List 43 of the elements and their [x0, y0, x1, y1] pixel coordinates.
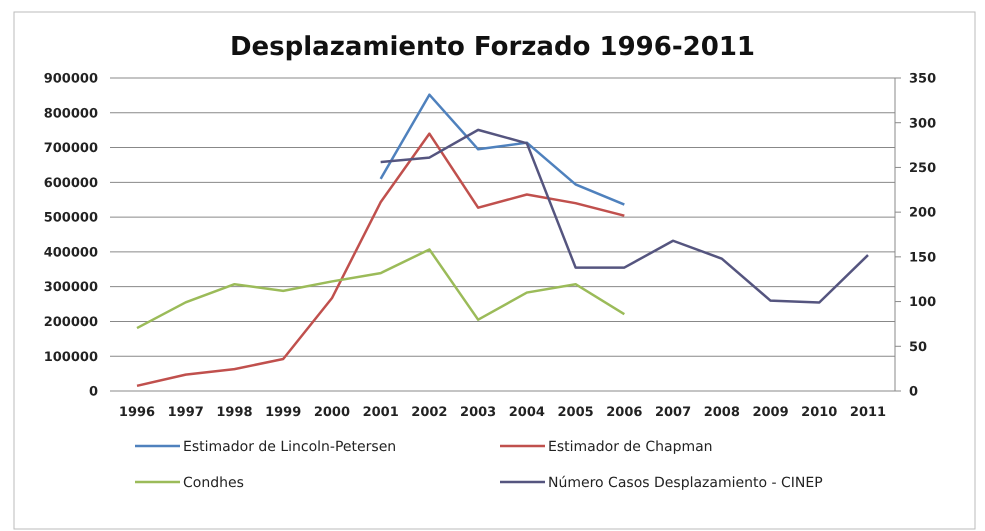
x-tick-label: 2003 — [460, 405, 496, 420]
y-tick-label: 100000 — [44, 350, 98, 365]
y2-tick-label: 250 — [909, 160, 936, 176]
y-tick-label: 300000 — [44, 280, 98, 296]
x-tick-label: 2002 — [411, 405, 448, 420]
x-tick-label: 1997 — [168, 405, 204, 420]
y-tick-label: 600000 — [44, 176, 98, 191]
y-tick-label: 500000 — [44, 210, 98, 226]
legend-label: Número Casos Desplazamiento - CINEP — [548, 474, 823, 491]
y2-tick-label: 350 — [909, 72, 936, 87]
line-series — [379, 93, 626, 206]
x-tick-label: 1999 — [265, 405, 302, 420]
x-tick-label: 2000 — [314, 405, 350, 420]
line-series — [136, 132, 626, 388]
x-tick-label: 2007 — [654, 405, 692, 420]
x-tick-label: 2005 — [558, 405, 594, 420]
y-tick-label: 0 — [88, 384, 98, 400]
y2-tick-label: 0 — [909, 384, 918, 400]
legend-label: Estimador de Lincoln-Petersen — [183, 438, 396, 455]
y2-tick-label: 200 — [909, 206, 936, 221]
y-tick-label: 400000 — [44, 245, 98, 260]
legend-label: Condhes — [183, 474, 244, 491]
y-tick-label: 900000 — [44, 72, 98, 87]
y2-tick-label: 300 — [909, 116, 936, 132]
x-tick-label: 2010 — [801, 405, 838, 420]
line-series — [136, 248, 626, 330]
y2-tick-label: 150 — [909, 250, 936, 266]
y2-tick-label: 100 — [909, 295, 936, 310]
x-tick-label: 1998 — [216, 405, 253, 420]
x-tick-label: 1996 — [118, 405, 156, 420]
chart-title: Desplazamiento Forzado 1996-2011 — [230, 32, 756, 62]
x-tick-label: 2008 — [704, 405, 740, 420]
x-tick-label: 2006 — [606, 405, 642, 420]
x-tick-label: 2001 — [362, 405, 399, 420]
x-tick-label: 2004 — [508, 405, 545, 420]
y-tick-label: 800000 — [44, 106, 98, 122]
line-series — [379, 128, 870, 304]
legend-label: Estimador de Chapman — [548, 438, 713, 455]
x-tick-label: 2011 — [850, 405, 886, 420]
y2-tick-label: 50 — [909, 340, 928, 355]
x-tick-label: 2009 — [752, 405, 789, 420]
y-tick-label: 200000 — [44, 314, 98, 330]
y-tick-label: 700000 — [44, 141, 98, 156]
